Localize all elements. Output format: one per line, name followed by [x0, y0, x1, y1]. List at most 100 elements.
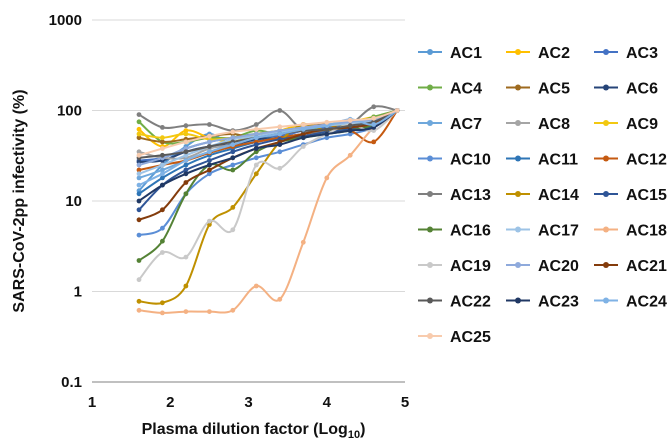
data-point	[160, 135, 165, 141]
legend-label: AC2	[538, 45, 570, 62]
data-point	[253, 171, 259, 177]
data-point	[207, 162, 212, 168]
legend-swatch-marker	[427, 191, 433, 197]
data-point	[207, 139, 212, 145]
data-point	[136, 191, 142, 197]
data-point	[183, 171, 189, 177]
data-point	[160, 146, 165, 151]
legend-label: AC1	[450, 45, 482, 62]
data-point	[207, 149, 212, 155]
legend-label: AC4	[450, 81, 482, 98]
y-tick-label: 1	[74, 284, 82, 301]
legend-item-ac6: AC6	[594, 81, 658, 98]
data-point	[136, 152, 142, 158]
data-point	[160, 125, 165, 130]
legend-item-ac8: AC8	[506, 116, 570, 133]
data-point	[183, 180, 189, 185]
data-point	[136, 112, 142, 117]
data-point	[300, 122, 306, 127]
x-tick-label: 3	[244, 394, 252, 411]
legend-swatch-marker	[427, 297, 433, 304]
legend-item-ac14: AC14	[506, 187, 579, 204]
legend-item-ac19: AC19	[418, 258, 491, 275]
data-point	[136, 126, 142, 132]
data-point	[136, 131, 142, 137]
data-point	[371, 139, 377, 145]
x-axis-title-main: Plasma dilution factor (Log	[142, 421, 348, 438]
legend-swatch-marker	[427, 333, 433, 339]
legend-item-ac15: AC15	[594, 187, 667, 204]
legend-swatch-marker	[603, 49, 609, 55]
data-point	[230, 205, 236, 210]
data-point	[207, 171, 212, 177]
data-point	[136, 135, 142, 141]
data-point	[230, 149, 236, 155]
x-tick-label: 4	[323, 394, 332, 411]
data-point	[253, 126, 259, 132]
data-point	[253, 135, 259, 141]
data-point	[136, 175, 142, 181]
x-tick-label: 2	[166, 394, 174, 411]
data-point	[160, 225, 165, 231]
legend-item-ac25: AC25	[418, 329, 491, 346]
legend-swatch-marker	[515, 155, 521, 162]
data-point	[230, 155, 236, 161]
y-tick-label: 100	[57, 103, 82, 120]
data-point	[160, 171, 165, 177]
data-point	[183, 146, 189, 151]
data-point	[183, 191, 189, 197]
data-point	[324, 131, 330, 137]
data-point	[183, 162, 189, 168]
data-point	[277, 131, 283, 137]
data-point	[230, 142, 236, 148]
legend-label: AC21	[626, 258, 667, 275]
legend-swatch-marker	[427, 49, 433, 55]
legend-item-ac2: AC2	[506, 45, 570, 62]
data-point	[300, 131, 306, 137]
data-point	[160, 139, 165, 145]
data-point	[207, 144, 212, 149]
legend-label: AC11	[538, 152, 578, 169]
y-axis-title: SARS-CoV-2pp infectivity (%)	[11, 89, 28, 312]
legend-label: AC3	[626, 45, 658, 62]
data-point	[160, 207, 165, 213]
data-point	[183, 131, 189, 137]
legend-item-ac3: AC3	[594, 45, 658, 62]
data-point	[183, 149, 189, 155]
legend-swatch-marker	[427, 226, 433, 233]
legend-label: AC25	[450, 329, 491, 346]
data-point	[160, 250, 165, 255]
data-point	[183, 128, 189, 134]
data-point	[136, 277, 142, 283]
data-point	[253, 283, 259, 289]
data-point	[277, 149, 283, 155]
x-tick-label: 5	[401, 394, 409, 411]
x-axis-title-subscript: 10	[348, 429, 360, 441]
x-axis-title: Plasma dilution factor (Log10)	[142, 421, 366, 441]
data-point	[324, 126, 330, 132]
legend-label: AC22	[450, 294, 491, 311]
data-point	[324, 119, 330, 125]
data-point	[277, 296, 283, 302]
x-axis-title-close: )	[360, 421, 365, 438]
data-point	[324, 135, 330, 141]
data-point	[347, 128, 353, 134]
legend-swatch-marker	[515, 226, 521, 233]
data-point	[371, 104, 377, 110]
data-point	[253, 149, 259, 155]
data-point	[207, 167, 212, 173]
legend-label: AC20	[538, 258, 579, 275]
data-point	[136, 119, 142, 125]
data-point	[253, 155, 259, 161]
data-point	[136, 171, 142, 177]
legend-swatch-marker	[603, 191, 609, 197]
data-point	[136, 162, 142, 168]
legend-swatch-marker	[515, 49, 521, 55]
data-point	[136, 217, 142, 223]
legend-swatch-marker	[603, 84, 609, 91]
data-point	[136, 182, 142, 188]
legend-label: AC10	[450, 152, 491, 169]
data-point	[230, 129, 236, 135]
data-point	[230, 227, 236, 233]
